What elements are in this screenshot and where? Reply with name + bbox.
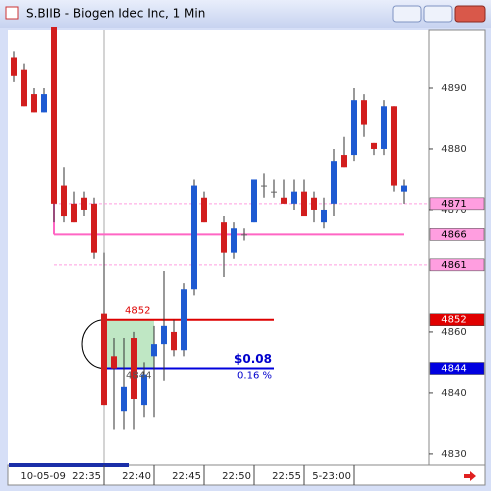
candle-body — [391, 106, 397, 186]
measure-high-label: 4852 — [125, 306, 150, 317]
candle-body — [261, 185, 267, 187]
candle-body — [91, 203, 97, 253]
price-tag-label: 4866 — [441, 229, 466, 240]
price-tag — [429, 313, 485, 326]
candle-body — [121, 386, 127, 412]
candle-body — [351, 100, 357, 156]
candle-body — [51, 27, 57, 204]
candle-body — [71, 203, 77, 223]
candle-body — [81, 197, 87, 210]
y-tick-label: 4860 — [441, 327, 466, 338]
y-tick-label: 4830 — [441, 449, 466, 460]
candle-body — [181, 289, 187, 351]
candle-body — [41, 94, 47, 113]
candle-body — [311, 197, 317, 210]
window-title: S.BIIB - Biogen Idec Inc, 1 Min — [26, 7, 205, 21]
candle-body — [401, 185, 407, 192]
x-tick-label: 22:40 — [122, 471, 151, 482]
price-tag — [429, 258, 485, 272]
measure-low-label: 4844 — [126, 371, 151, 382]
candle-body — [161, 325, 167, 345]
y-tick-label: 4870 — [441, 205, 466, 216]
price-tag-label: 4861 — [441, 260, 466, 271]
plot-area — [8, 30, 429, 465]
candle-body — [381, 106, 387, 149]
y-tick-label: 4890 — [441, 83, 466, 94]
candle-body — [361, 100, 367, 125]
minimize-button[interactable] — [392, 5, 422, 23]
price-tag-label: 4852 — [441, 315, 466, 326]
candle-body — [291, 191, 297, 204]
candle-body — [31, 94, 37, 113]
candle-body — [231, 228, 237, 253]
candle-body — [131, 338, 137, 400]
price-tag — [429, 362, 485, 375]
candle-body — [251, 179, 257, 223]
measure-arc — [81, 319, 105, 370]
price-tag-label: 4871 — [441, 199, 466, 210]
y-tick-label: 4880 — [441, 144, 466, 155]
x-tick-label: 22:50 — [222, 471, 251, 482]
scrollbar[interactable] — [9, 463, 129, 467]
price-axis — [428, 29, 486, 466]
measure-percent: 0.16 % — [237, 371, 272, 382]
candle-body — [141, 374, 147, 406]
x-tick-label: 5-23:00 — [312, 471, 351, 482]
candle-body — [301, 191, 307, 217]
price-tag-label: 4844 — [441, 364, 466, 375]
y-tick-label: 4840 — [441, 388, 466, 399]
candle-body — [201, 197, 207, 223]
scroll-right[interactable] — [464, 471, 476, 481]
candle-body — [11, 57, 17, 76]
candle-body — [331, 161, 337, 204]
candle-body — [221, 222, 227, 253]
candle-body — [151, 344, 157, 357]
x-tick-label: 22:55 — [272, 471, 301, 482]
candle-body — [271, 191, 277, 193]
candle-body — [281, 197, 287, 204]
x-tick-label: 22:45 — [172, 471, 201, 482]
candle-body — [171, 331, 177, 351]
measure-change: $0.08 — [234, 352, 272, 366]
candle-body — [341, 155, 347, 168]
maximize-button[interactable] — [423, 5, 453, 23]
candle-body — [241, 234, 247, 236]
x-tick-label: 10-05-09 22:35 — [20, 471, 101, 482]
candle-body — [21, 69, 27, 107]
candle-body — [111, 356, 117, 369]
close-button[interactable] — [454, 5, 486, 23]
candle-body — [371, 142, 377, 149]
price-tag — [429, 197, 485, 211]
time-axis — [7, 464, 486, 486]
candle-body — [61, 185, 67, 217]
app-icon — [5, 6, 19, 20]
candle-body — [191, 185, 197, 290]
price-tag — [429, 228, 485, 241]
candle-body — [321, 209, 327, 223]
candle-body — [101, 313, 107, 406]
